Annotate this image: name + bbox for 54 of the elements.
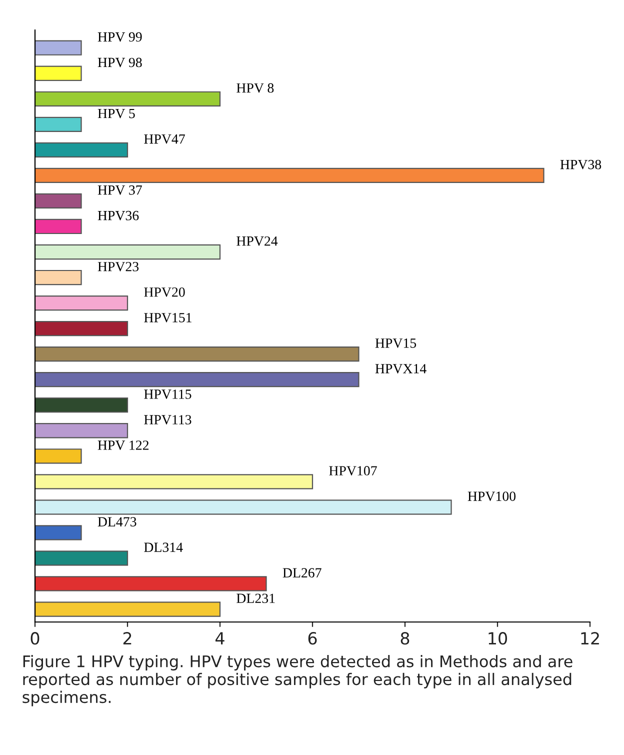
bar — [35, 448, 82, 464]
y-tick-label: HPV 8 — [236, 83, 274, 93]
x-tick-label: 8 — [400, 632, 410, 645]
y-tick-label: HPV 122 — [98, 440, 149, 450]
bar — [35, 91, 221, 106]
bar — [35, 40, 82, 56]
bar — [35, 525, 82, 540]
x-tick-label: 2 — [123, 632, 132, 644]
y-tick-label: HPV 99 — [98, 32, 142, 42]
bar — [35, 576, 267, 592]
bar — [35, 398, 128, 413]
y-tick-label: DL267 — [282, 568, 322, 578]
x-tick-label: 0 — [30, 632, 40, 645]
bar — [35, 218, 82, 234]
y-tick-label: HPV 37 — [98, 185, 142, 195]
caption: Figure 1 HPV typing. HPV types were detected as in Methods and are reported as number of positive samples for each type in all analysed specimens. — [22, 655, 572, 706]
y-tick-label: HPV113 — [144, 415, 192, 424]
y-tick-label: DL231 — [236, 594, 275, 604]
y-tick-label: HPV100 — [468, 492, 516, 502]
y-tick-label: DL314 — [144, 542, 183, 552]
x-tick-label: 12 — [581, 632, 599, 644]
y-tick-label: HPV47 — [144, 134, 185, 144]
bar — [35, 346, 360, 362]
y-tick-label: DL473 — [98, 517, 136, 526]
bar — [35, 423, 128, 438]
bar — [35, 474, 314, 490]
bar — [35, 372, 360, 388]
y-tick-label: HPV15 — [375, 338, 416, 348]
y-tick-label: HPV107 — [329, 466, 377, 476]
y-tick-label: HPV24 — [236, 236, 278, 246]
y-tick-label: HPV20 — [144, 287, 185, 297]
x-tick-label: 4 — [216, 632, 224, 644]
y-tick-label: HPV 98 — [98, 58, 142, 68]
bar — [35, 550, 128, 566]
bar — [35, 500, 452, 515]
x-tick-label: 10 — [488, 632, 507, 645]
y-tick-label: HPV23 — [98, 262, 139, 272]
y-tick-label: HPV115 — [144, 390, 192, 399]
bar — [35, 142, 128, 158]
y-tick-label: HPV 5 — [98, 108, 135, 118]
bar — [35, 66, 82, 81]
bar — [35, 270, 82, 286]
bar — [35, 168, 544, 184]
bar — [35, 602, 221, 617]
y-tick-label: HPVX14 — [375, 364, 426, 374]
bar — [35, 244, 221, 260]
bar — [35, 193, 82, 209]
y-tick-label: HPV38 — [560, 160, 602, 170]
y-tick-label: HPV151 — [144, 313, 192, 322]
bar — [35, 295, 128, 311]
bar — [35, 320, 128, 336]
bar — [35, 116, 82, 132]
y-tick-label: HPV36 — [98, 210, 139, 220]
x-tick-label: 6 — [308, 632, 317, 645]
